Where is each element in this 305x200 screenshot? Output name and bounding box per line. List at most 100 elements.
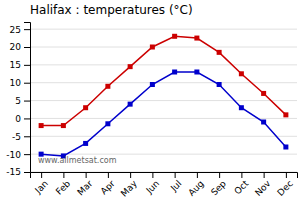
x-tick: Jun (144, 172, 162, 196)
x-tick-mark (175, 172, 176, 178)
grid-line (30, 136, 297, 137)
x-tick-mark (219, 172, 220, 178)
y-tick-mark (24, 118, 30, 119)
x-tick-label: Dec (275, 178, 294, 197)
grid-line (30, 47, 297, 48)
point-marker (283, 112, 288, 117)
grid (30, 29, 297, 172)
x-tick-label: May (119, 178, 140, 199)
y-tick-label: 0 (15, 114, 21, 124)
y-tick: 0 (15, 114, 30, 124)
x-tick-label: Jul (168, 178, 183, 193)
x-tick: Apr (99, 172, 117, 197)
x-tick-mark (63, 172, 64, 178)
point-marker (283, 145, 288, 150)
x-tick-mark (241, 172, 242, 178)
x-tick: Mar (75, 172, 94, 198)
y-tick: -10 (6, 150, 30, 160)
grid-line (30, 64, 297, 65)
x-tick: Sep (209, 172, 228, 198)
chart: -15 -10 -5 0 5 10 15 20 25 JanFebMar AprMayJun JulA… (0, 0, 305, 200)
point-marker (217, 50, 222, 55)
y-tick: 5 (15, 96, 30, 106)
x-tick: Jan (32, 172, 50, 196)
x-tick: Jul (168, 172, 183, 194)
y-tick-label: 5 (15, 96, 21, 106)
x-axis: JanFebMar AprMayJun JulAugSepOctNovDec (31, 172, 298, 199)
y-tick-label: -15 (6, 167, 21, 177)
marks (39, 34, 289, 159)
y-tick-mark (24, 172, 30, 173)
x-tick-label: Oct (232, 178, 250, 196)
y-tick: 20 (10, 42, 30, 52)
y-axis-line (24, 23, 31, 173)
point-marker (128, 102, 133, 107)
x-tick: Oct (232, 172, 250, 197)
point-marker (194, 36, 199, 41)
x-tick-label: Sep (209, 178, 228, 197)
grid-line (30, 29, 297, 30)
x-tick: May (119, 172, 140, 199)
point-marker (105, 84, 110, 89)
chart-container: -15 -10 -5 0 5 10 15 20 25 JanFebMar AprMayJun JulA… (0, 0, 305, 200)
point-marker (194, 70, 199, 75)
point-marker (217, 82, 222, 87)
y-tick: 10 (10, 78, 30, 88)
y-tick-label: 10 (10, 78, 22, 88)
grid-line (30, 82, 297, 83)
x-tick-label: Nov (253, 178, 273, 198)
annotation: www.allmetsat.com (38, 156, 117, 165)
y-tick-mark (24, 101, 30, 102)
x-tick-mark (264, 172, 265, 178)
x-tick-label: Jun (144, 178, 162, 196)
x-tick-label: Apr (99, 178, 117, 196)
point-marker (61, 123, 66, 128)
x-tick-label: Jan (32, 178, 50, 196)
point-marker (83, 105, 88, 110)
y-tick-mark (24, 47, 30, 48)
point-marker (39, 123, 44, 128)
point-marker (239, 105, 244, 110)
x-tick-mark (108, 172, 109, 178)
point-marker (83, 141, 88, 146)
point-marker (105, 121, 110, 126)
grid-line (30, 100, 297, 101)
y-tick: -15 (6, 167, 30, 177)
y-tick-mark (24, 29, 30, 30)
y-tick-mark (24, 83, 30, 84)
point-marker (128, 64, 133, 69)
x-tick: Feb (54, 172, 73, 197)
x-tick: Aug (186, 172, 206, 198)
y-tick: -5 (12, 132, 30, 142)
y-tick-label: 15 (10, 60, 21, 70)
series-line (41, 72, 286, 156)
x-tick-label: Aug (186, 178, 206, 198)
point-marker (150, 82, 155, 87)
y-axis: -15 -10 -5 0 5 10 15 20 25 (6, 23, 30, 178)
y-tick-label: -10 (6, 150, 21, 160)
grid-line (30, 154, 297, 155)
plot: -15 -10 -5 0 5 10 15 20 25 JanFebMar AprMayJun JulA… (6, 23, 297, 199)
y-tick-label: -5 (12, 132, 21, 142)
x-tick-label: Feb (54, 178, 73, 197)
y-tick: 25 (10, 25, 30, 35)
x-tick-label: Mar (75, 178, 94, 197)
x-tick: Dec (275, 172, 294, 198)
y-tick-label: 25 (10, 25, 21, 35)
y-tick-label: 20 (10, 42, 22, 52)
x-axis-line (31, 173, 298, 179)
y-tick-mark (24, 136, 30, 137)
point-marker (239, 71, 244, 76)
x-tick-mark (41, 172, 42, 178)
x-tick-mark (86, 172, 87, 178)
x-tick-mark (197, 172, 198, 178)
x-tick-mark (286, 172, 287, 178)
point-marker (150, 45, 155, 50)
point-marker (261, 91, 266, 96)
title: Halifax : temperatures (°C) (30, 3, 193, 17)
y-tick-mark (24, 154, 30, 155)
x-tick-mark (130, 172, 131, 178)
x-tick: Nov (253, 172, 273, 198)
point-marker (261, 120, 266, 125)
point-marker (172, 34, 177, 39)
